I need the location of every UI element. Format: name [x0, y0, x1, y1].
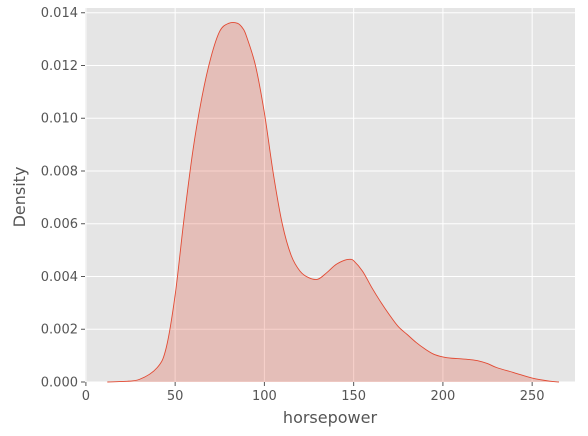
x-tick-label: 50 — [167, 389, 184, 404]
density-area — [107, 22, 559, 382]
y-axis-label: Density — [10, 167, 29, 228]
plot-area — [85, 8, 575, 382]
x-axis-label: horsepower — [283, 408, 378, 427]
x-tick-label: 0 — [82, 389, 90, 404]
density-line — [107, 22, 559, 383]
y-tick-label: 0.014 — [41, 6, 78, 21]
x-tick-label: 200 — [430, 389, 455, 404]
y-tick-label: 0.004 — [41, 270, 78, 285]
y-tick-label: 0.006 — [41, 217, 78, 232]
x-axis-ticks: 0 50 100 150 200 250 — [82, 382, 545, 404]
y-axis-ticks: 0.000 0.002 0.004 0.006 0.008 0.010 0.012 0.014 — [41, 6, 85, 391]
x-tick-label: 250 — [520, 389, 545, 404]
x-tick-label: 150 — [341, 389, 366, 404]
grid-lines — [85, 8, 575, 383]
x-tick-label: 100 — [252, 389, 277, 404]
y-tick-label: 0.000 — [41, 376, 78, 391]
y-tick-label: 0.008 — [41, 164, 78, 179]
y-tick-label: 0.010 — [41, 112, 78, 127]
y-tick-label: 0.012 — [41, 59, 78, 74]
y-tick-label: 0.002 — [41, 323, 78, 338]
